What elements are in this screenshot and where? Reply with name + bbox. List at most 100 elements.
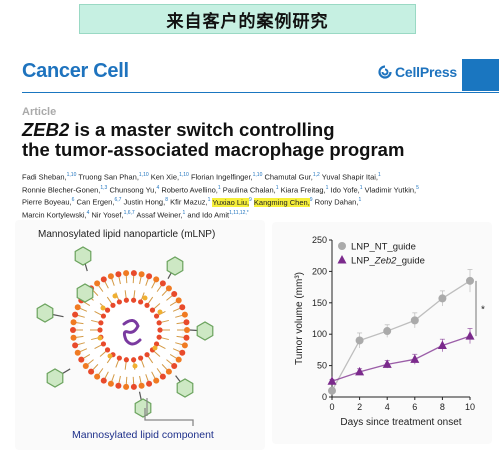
lipid-head: [100, 313, 107, 319]
lipid-head: [146, 380, 153, 387]
data-point: [410, 354, 420, 363]
author-name: Roberto Avellino,: [161, 185, 218, 194]
banner-text: 来自客户的案例研究: [166, 11, 329, 32]
lipid-head: [183, 319, 190, 326]
cholesterol-dot: [142, 295, 148, 301]
lipid-head: [74, 349, 81, 356]
lipid-head: [181, 342, 188, 349]
lipid-head: [131, 357, 137, 363]
legend-label: LNP_Zeb2_guide: [351, 256, 425, 267]
legend-marker: [338, 242, 346, 250]
lipid-head: [70, 327, 76, 333]
lipid-head: [70, 319, 77, 326]
case-study-banner: 来自客户的案例研究: [79, 4, 416, 34]
component-arrow: [144, 408, 194, 426]
author-name: Ronnie Blecher-Gonen,: [22, 185, 101, 194]
author-name: and Ido Amit: [187, 210, 230, 219]
lipid-head: [165, 368, 172, 375]
lipid-head: [179, 304, 186, 311]
data-point: [382, 359, 392, 368]
legend-label: LNP_NT_guide: [351, 242, 416, 253]
mlnp-diagram: [36, 246, 214, 426]
mannose-hexagon: [46, 368, 64, 388]
lipid-head: [138, 271, 145, 278]
series-line: [331, 335, 471, 382]
data-point: [355, 366, 365, 376]
author-affiliation: 1: [275, 184, 279, 191]
y-tick-label: 0: [322, 392, 327, 402]
guide-rna: [122, 319, 142, 346]
lipid-head: [100, 341, 107, 347]
lipid-head: [72, 342, 79, 349]
mannose-hexagon: [196, 321, 214, 341]
article-title: ZEB2 is a master switch controlling the …: [22, 120, 482, 160]
lipid-head: [171, 362, 178, 369]
author-affiliation: 1,10: [138, 172, 149, 178]
journal-name: Cancer Cell: [22, 60, 129, 82]
x-tick-label: 10: [465, 402, 475, 412]
lipid-head: [156, 334, 162, 340]
lipid-head: [123, 270, 130, 277]
author-list: Fadi Sheban,1,10 Truong San Phan,1,10 Ke…: [22, 170, 492, 220]
cholesterol-dot: [100, 305, 106, 311]
cholesterol-dot: [132, 363, 138, 369]
lipid-head: [171, 291, 178, 298]
author-affiliation: 1: [325, 184, 329, 191]
publisher-logo: CellPress: [378, 64, 457, 80]
lipid-head: [110, 302, 116, 308]
mannose-hexagon: [176, 378, 194, 398]
author-affiliation: 1,10: [66, 172, 77, 178]
y-tick-label: 100: [312, 329, 327, 339]
lipid-head: [144, 302, 150, 308]
author-affiliation: 1: [358, 197, 362, 203]
lipid-head: [116, 355, 122, 361]
lipid-head: [144, 352, 150, 358]
lipid-head: [98, 320, 104, 326]
author-name: Yuval Shapir Itai,: [321, 172, 379, 182]
lipid-head: [181, 311, 188, 318]
lipid-head: [165, 285, 172, 292]
cholesterol-dot: [97, 335, 103, 341]
author-name: Nir Yosef,: [91, 210, 124, 219]
author-name: Rony Dahan,: [314, 197, 359, 207]
author-name: Justin Hong,: [123, 197, 166, 207]
mannose-hexagon: [74, 246, 92, 266]
lipid-head: [72, 311, 79, 318]
lipid-head: [97, 327, 103, 333]
data-point: [465, 331, 475, 340]
lipid-head: [123, 297, 129, 303]
lipid-head: [116, 299, 122, 305]
author-affiliation: 1: [207, 197, 211, 203]
lipid-head: [153, 276, 160, 283]
y-axis-label: Tumor volume (mm³): [294, 272, 305, 365]
lipid-head: [153, 313, 160, 319]
author-affiliation: 6: [71, 197, 75, 203]
title-gene: ZEB2: [22, 119, 70, 140]
series-line: [331, 280, 471, 392]
lipid-head: [175, 356, 182, 363]
x-tick-label: 8: [440, 402, 445, 412]
author-affiliation: 1: [359, 184, 363, 191]
lipid-head: [100, 276, 107, 283]
author-affiliation: 5: [416, 184, 419, 191]
header-rule: [22, 92, 499, 93]
author-name: Vladimir Yutkin,: [364, 185, 417, 194]
cholesterol-dot: [157, 309, 163, 315]
tumor-volume-chart: 0 50 100 150 200 250 0 2 4 6 8 10 Days since treatme…: [294, 235, 485, 428]
data-point: [355, 336, 364, 345]
significance-marker: *: [481, 304, 485, 315]
lipid-head: [183, 334, 190, 341]
data-point: [328, 386, 336, 395]
author-affiliation: 9: [309, 197, 313, 203]
data-point: [410, 316, 419, 325]
y-tick-label: 200: [312, 266, 327, 276]
lipid-head: [88, 368, 95, 375]
mannose-hexagon: [76, 283, 94, 303]
lipid-head: [175, 297, 182, 304]
lipid-head: [138, 355, 144, 361]
lipid-head: [74, 304, 81, 311]
author-affiliation: 9: [249, 197, 252, 203]
title-line1-rest: is a master switch controlling: [69, 119, 335, 140]
data-point: [437, 340, 447, 350]
data-point: [327, 376, 337, 385]
